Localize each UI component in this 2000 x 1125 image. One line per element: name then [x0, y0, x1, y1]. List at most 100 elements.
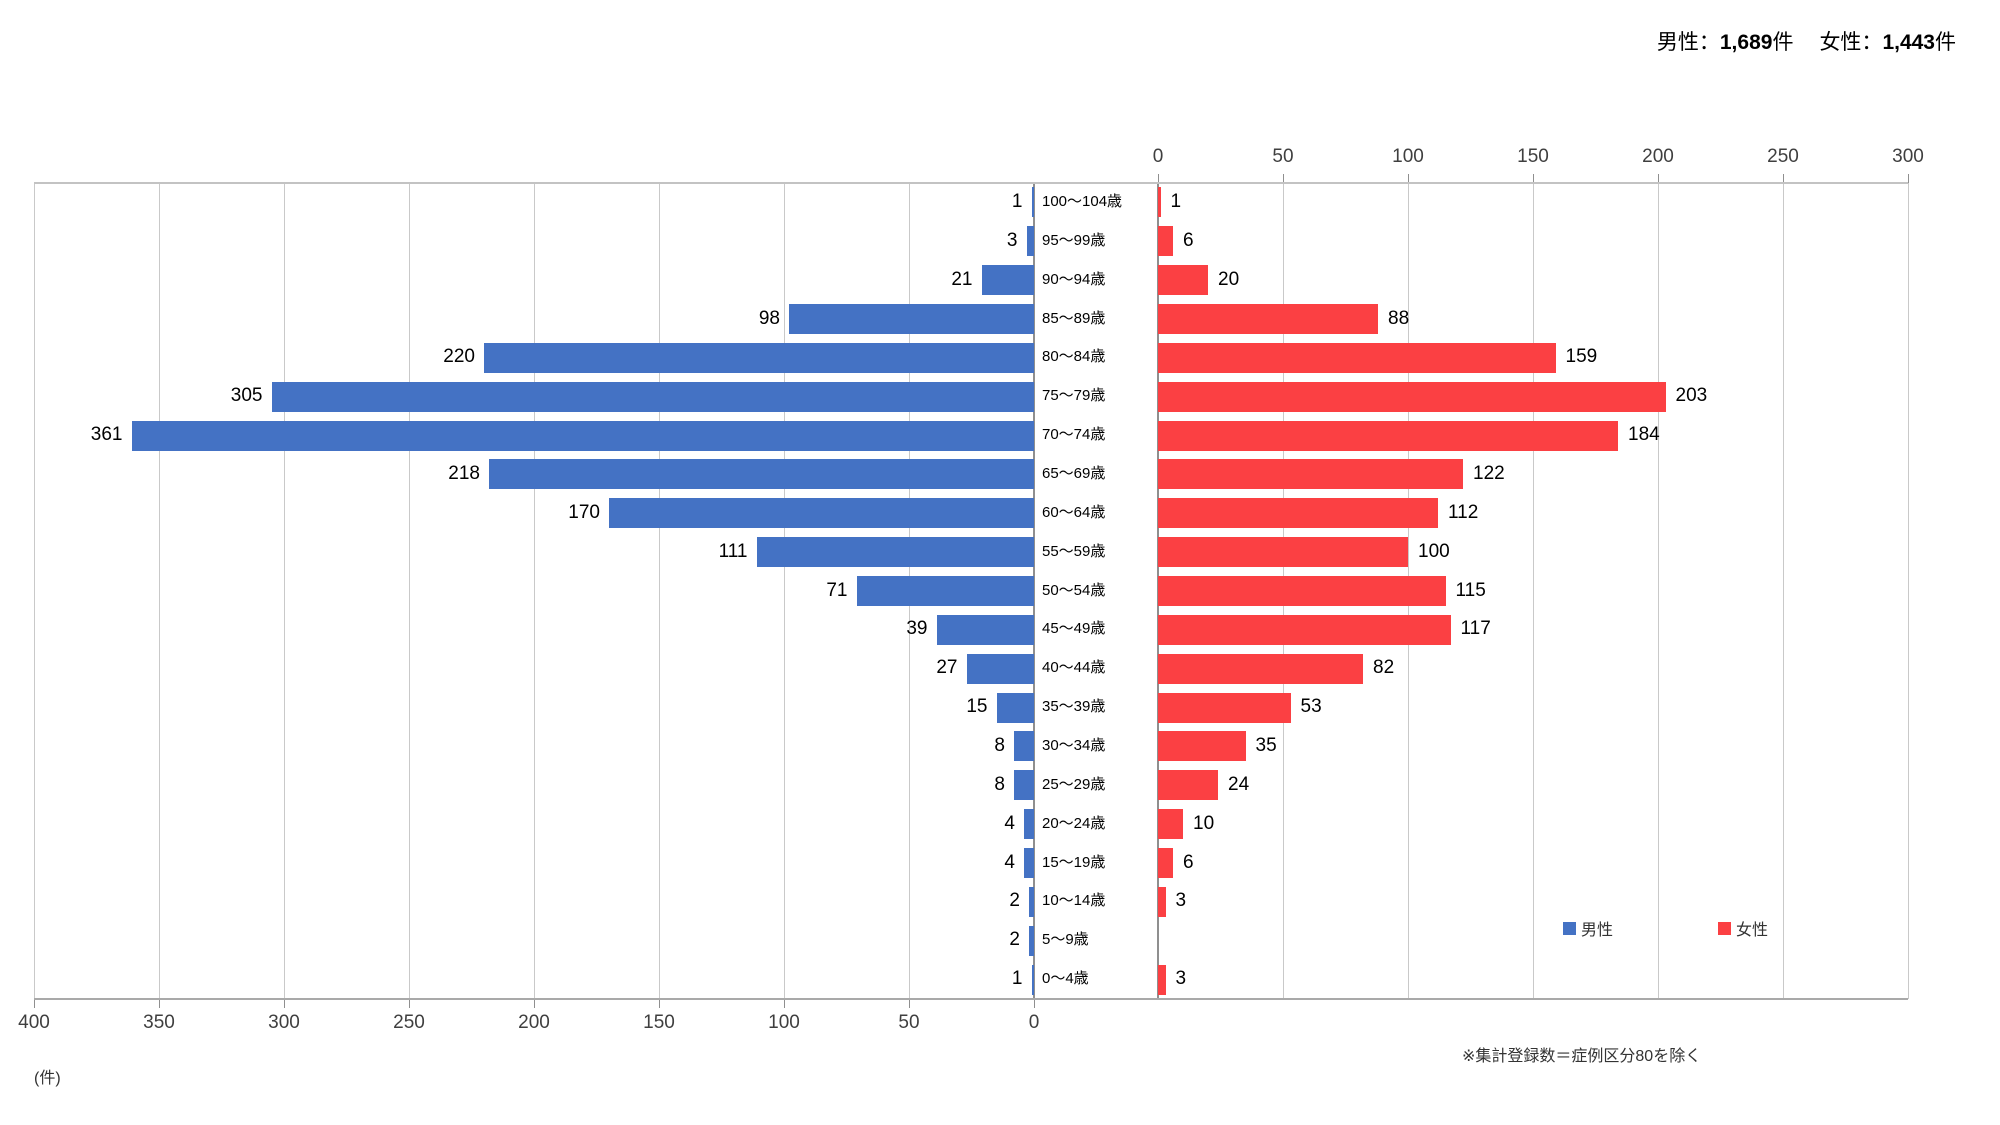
female-bar	[1158, 265, 1208, 296]
male-value-label: 71	[826, 579, 848, 601]
male-axis-tick-label: 50	[898, 1012, 920, 1033]
female-axis-tick-label: 150	[1517, 146, 1549, 167]
male-axis-tick-label: 250	[393, 1012, 425, 1033]
age-label: 55～59歳	[1042, 542, 1106, 560]
male-value-label: 39	[906, 618, 928, 640]
female-value-label: 159	[1565, 346, 1598, 368]
male-axis-tick-label: 0	[1028, 1012, 1040, 1033]
male-axis-tick-label: 300	[268, 1012, 300, 1033]
age-label: 50～54歳	[1042, 581, 1106, 599]
female-value-label: 112	[1448, 501, 1479, 523]
male-axis-tick-label: 150	[643, 1012, 675, 1033]
female-value-label: 1	[1170, 191, 1182, 212]
female-axis-tick	[1533, 174, 1534, 183]
female-value-label: 122	[1473, 463, 1505, 484]
female-value-label: 53	[1300, 696, 1322, 718]
male-bar	[1024, 848, 1034, 878]
male-bar	[1031, 187, 1034, 218]
male-bar	[856, 576, 1034, 606]
age-label: 70～74歳	[1042, 426, 1106, 444]
male-total-value: 1,689	[1719, 31, 1773, 54]
female-value-label: 10	[1193, 812, 1215, 834]
female-bar	[1158, 459, 1463, 490]
male-bar	[1031, 964, 1034, 995]
male-axis-tick	[784, 999, 785, 1008]
male-axis-tick-label: 200	[518, 1012, 550, 1033]
female-axis-tick	[1658, 174, 1659, 183]
male-value-label: 2	[1009, 890, 1020, 912]
male-bar	[609, 498, 1034, 529]
legend-male-swatch	[1563, 921, 1576, 935]
age-label: 65～69歳	[1042, 465, 1106, 482]
male-axis-tick-label: 350	[143, 1012, 175, 1033]
male-axis-tick	[34, 999, 35, 1008]
male-value-label: 170	[568, 501, 600, 523]
legend-female-label: 女性	[1736, 922, 1769, 939]
age-label: 5～9歳	[1042, 931, 1089, 949]
male-bar	[1014, 731, 1034, 762]
male-gridline	[34, 183, 35, 999]
female-total-unit: 件	[1935, 31, 1956, 54]
female-bar	[1158, 226, 1173, 257]
age-label: 60～64歳	[1042, 503, 1106, 521]
male-bar	[1029, 886, 1034, 917]
male-zero-axis	[1033, 183, 1035, 999]
male-value-label: 3	[1006, 229, 1018, 251]
legend-male-label: 男性	[1581, 922, 1614, 939]
male-value-label: 15	[966, 696, 988, 718]
male-bar	[1029, 925, 1034, 956]
female-gridline	[1658, 183, 1659, 999]
female-bar	[1158, 420, 1618, 451]
male-value-label: 1	[1011, 191, 1023, 212]
legend-item-male: 男性	[1563, 916, 1613, 940]
female-value-label: 6	[1183, 851, 1194, 873]
female-bar	[1158, 692, 1291, 723]
female-value-label: 100	[1418, 540, 1450, 562]
male-value-label: 8	[994, 773, 1005, 795]
female-value-label: 117	[1460, 618, 1491, 640]
female-gridline	[1908, 183, 1909, 999]
male-value-label: 111	[718, 540, 748, 562]
female-value-label: 3	[1175, 968, 1187, 990]
male-axis-tick	[159, 999, 160, 1008]
male-value-label: 2	[1009, 929, 1020, 951]
female-axis-tick-label: 100	[1392, 146, 1424, 167]
female-bar	[1158, 498, 1438, 529]
age-label: 35～39歳	[1042, 698, 1106, 716]
male-total-unit: 件	[1772, 31, 1794, 54]
footnote: ※集計登録数＝症例区分80を除く	[1462, 1048, 1702, 1065]
male-axis-tick-label: 400	[18, 1012, 50, 1033]
female-total-value: 1,443	[1882, 31, 1935, 54]
male-value-label: 218	[448, 463, 480, 484]
female-bar	[1158, 809, 1183, 840]
female-bar	[1158, 342, 1556, 373]
age-label: 90～94歳	[1042, 270, 1106, 288]
age-label: 15～19歳	[1042, 853, 1106, 871]
male-bar	[271, 381, 1034, 412]
male-gridline	[409, 183, 410, 999]
male-axis-tick	[284, 999, 285, 1008]
male-bar	[936, 614, 1034, 645]
male-value-label: 220	[443, 346, 475, 368]
male-axis-tick	[534, 999, 535, 1008]
female-value-label: 35	[1255, 735, 1277, 756]
female-bar	[1158, 964, 1166, 995]
female-value-label: 24	[1228, 773, 1250, 795]
female-value-label: 6	[1183, 229, 1194, 251]
male-bar	[789, 304, 1034, 334]
age-label: 10～14歳	[1042, 892, 1106, 910]
female-bar	[1158, 886, 1166, 917]
female-value-label: 184	[1628, 424, 1660, 446]
female-bar	[1158, 653, 1363, 684]
age-label: 80～84歳	[1042, 348, 1106, 366]
legend-female-swatch	[1718, 921, 1731, 935]
female-axis-tick-label: 50	[1272, 146, 1294, 167]
male-value-label: 305	[230, 385, 263, 407]
age-label: 100～104歳	[1042, 193, 1123, 210]
age-label: 0～4歳	[1042, 970, 1089, 988]
male-gridline	[159, 183, 160, 999]
female-value-label: 3	[1175, 890, 1187, 912]
male-value-label: 4	[1004, 812, 1015, 834]
male-axis-tick	[909, 999, 910, 1008]
male-gridline	[659, 183, 660, 999]
